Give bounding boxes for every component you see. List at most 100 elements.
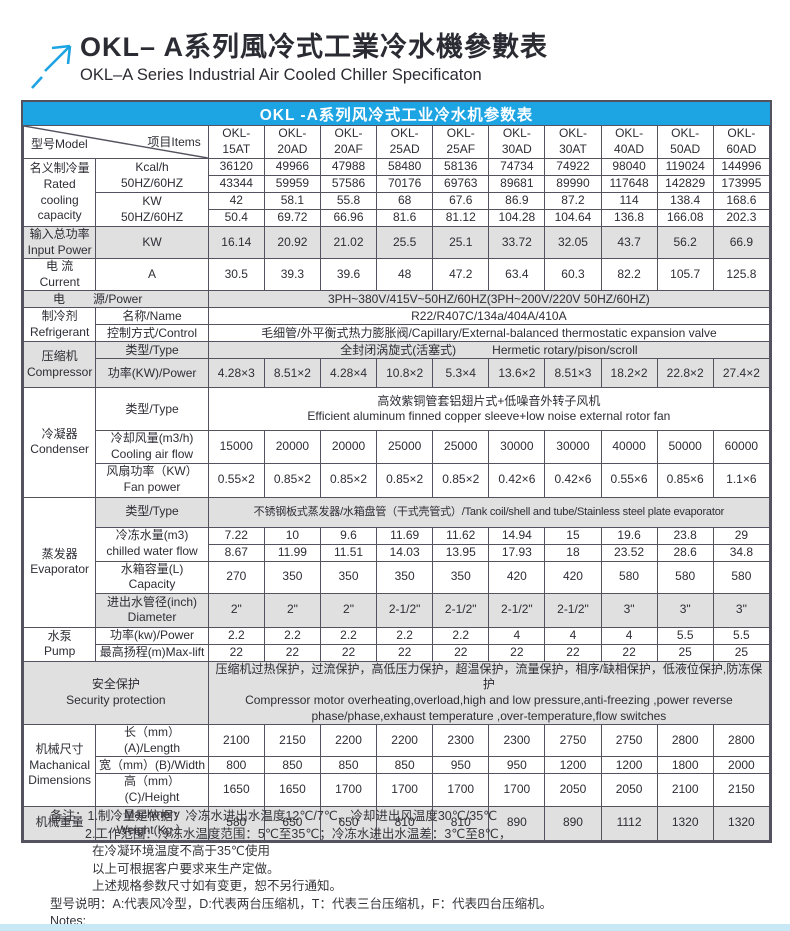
cell-line: Security protection xyxy=(66,692,166,707)
spec-value: 13.6×2 xyxy=(488,358,546,389)
split-label-cn: 电 xyxy=(52,291,65,306)
spec-value: 57586 xyxy=(319,175,378,193)
spec-value: 1200 xyxy=(600,756,658,775)
spec-value: 2800 xyxy=(712,724,771,758)
spec-value: 22 xyxy=(488,643,546,662)
spec-row: 水泵 Pump 功率(kw)/Power 2.2 2.2 2.2 2.2 2.2 4 4 4 5.5 5… xyxy=(22,626,771,662)
spec-value: 0.85×2 xyxy=(263,462,321,498)
spec-value: 0.85×2 xyxy=(319,462,378,498)
spec-value: 25000 xyxy=(376,430,434,464)
cell-line: 20AF xyxy=(334,142,363,156)
cell-line: 安全保护 xyxy=(91,677,140,692)
spec-value: 1112 xyxy=(600,805,658,841)
spec-value: 5.5 xyxy=(656,626,714,645)
item-label: 水箱容量(L) Capacity xyxy=(95,560,209,594)
item-label: Machinery Weight(Kg ） xyxy=(95,805,209,841)
spec-row: 高（mm）(C)/Height 1650 1650 1700 1700 1700 1700 2… xyxy=(24,773,771,807)
spec-row: 蒸发器 Evaporator 类型/Type 不锈钢板式蒸发器/水箱盘管（干式壳管式）… xyxy=(22,496,771,628)
spec-value: 1650 xyxy=(263,773,321,807)
spec-value: 66.9 xyxy=(712,225,771,260)
spec-value: 22 xyxy=(263,643,321,662)
cell-line: 15AT xyxy=(222,142,251,156)
cell-line: 风扇功率（KW） xyxy=(106,464,198,479)
spec-value: 5.3×4 xyxy=(432,358,490,389)
column-header-row: 型号Model 项目Items OKL- 15AT OKL- 20AD OKL- 20AF OK… xyxy=(23,125,771,159)
spec-row: 冷冻水量(m3) chilled water flow 7.22 10 9.6 11.69… xyxy=(24,526,771,562)
spec-value: 2.2 xyxy=(432,626,490,645)
cell-line: 40AD xyxy=(614,142,645,156)
cell-line: 高效紫铜管套铝翅片式+低噪音外转子风机 xyxy=(377,393,601,408)
cell-line: 电 流 xyxy=(45,259,74,274)
spec-value: 30000 xyxy=(544,430,602,464)
spec-value: 58480 xyxy=(376,158,434,176)
spec-row: 输入总功率 Input Power KW 16.14 20.92 21.02 25.5 25.… xyxy=(22,225,771,260)
cell-line: OKL- xyxy=(727,126,756,141)
spec-value: 25000 xyxy=(432,430,490,464)
spec-row: 压缩机 Compressor 类型/Type 全封闭涡旋式(活塞式) Hermetic… xyxy=(22,341,771,389)
spec-value: 3" xyxy=(600,592,658,628)
spec-value: 2-1/2" xyxy=(544,592,602,628)
spec-row: 冷却风量(m3/h) Cooling air flow 15000 20000 2000… xyxy=(24,430,771,464)
cell-line: OKL- xyxy=(502,126,531,141)
spec-value: 0.85×6 xyxy=(656,462,714,498)
spec-value: 0.42×6 xyxy=(488,462,546,498)
spec-value: 17.93 xyxy=(488,543,546,562)
spec-value: 1700 xyxy=(376,773,434,807)
model-header: OKL- 20AF xyxy=(319,125,378,159)
item-label: KW xyxy=(95,225,209,260)
spec-value: 104.64 xyxy=(544,209,602,227)
spec-table-wrapper: OKL -A系列风冷式工业冷水机参数表 型号Model 项目Items OKL- 15… xyxy=(21,100,772,843)
spec-value: 58.1 xyxy=(263,192,321,210)
cell-line: cooling xyxy=(40,192,79,207)
cell-line: Refrigerant xyxy=(29,324,90,339)
item-label: 冷冻水量(m3) chilled water flow xyxy=(95,526,209,562)
spec-value: 0.55×2 xyxy=(207,462,265,498)
spec-value: 810 xyxy=(376,805,434,841)
spec-value: 13.95 xyxy=(432,543,490,562)
category-label: 冷凝器 Condenser xyxy=(22,387,97,498)
cell-line: Input Power xyxy=(27,242,92,257)
spec-value: 22 xyxy=(207,643,265,662)
note-line: 在冷凝环境温度不高于35℃使用 xyxy=(92,844,270,858)
cell-line: Kcal/h xyxy=(135,159,169,174)
spec-value: 25.1 xyxy=(432,225,490,260)
spec-value: 105.7 xyxy=(656,258,714,292)
cell-line: 60AD xyxy=(726,142,757,156)
spec-value: 650 xyxy=(263,805,321,841)
spec-value: 173995 xyxy=(712,175,771,193)
spec-value: 70176 xyxy=(376,175,434,193)
title-block: OKL– A系列風冷式工業冷水機參數表 OKL–A Series Industr… xyxy=(80,32,548,85)
spec-value: 25 xyxy=(656,643,714,662)
spec-value: 950 xyxy=(488,756,546,775)
item-label: 功率(kw)/Power xyxy=(95,626,209,645)
spec-value: 22 xyxy=(319,643,378,662)
cell-line: OKL- xyxy=(558,126,587,141)
spec-value: 15000 xyxy=(207,430,265,464)
note-line: 2.工作范围：冷冻水温度范围：5℃至35℃；冷冻水进出水温差：3℃至8℃， xyxy=(85,826,512,841)
cell-line: 机械尺寸 xyxy=(35,741,84,756)
spec-value: 23.52 xyxy=(600,543,658,562)
spec-value: 0.85×2 xyxy=(376,462,434,498)
spec-value: 1320 xyxy=(712,805,771,841)
spec-value: 43344 xyxy=(207,175,265,193)
spec-value: 89990 xyxy=(544,175,602,193)
model-header: OKL- 40AD xyxy=(600,125,658,159)
spec-value: 117648 xyxy=(600,175,658,193)
spec-value: 74922 xyxy=(544,158,602,176)
spec-value: 74734 xyxy=(488,158,546,176)
corner-model-label: 型号Model xyxy=(31,137,88,151)
cell-line: Capacity xyxy=(128,577,176,592)
category-label: 安全保护 Security protection xyxy=(23,660,209,726)
spec-value: 60000 xyxy=(712,430,771,464)
spec-value: 89681 xyxy=(488,175,546,193)
spec-value: 2800 xyxy=(656,724,714,758)
spec-value: 19.6 xyxy=(600,526,658,545)
spec-value: 16.14 xyxy=(207,225,265,260)
category-label: 压缩机 Compressor xyxy=(22,341,97,389)
spec-value: 63.4 xyxy=(488,258,546,292)
cell-line: OKL- xyxy=(446,126,475,141)
spec-value: 890 xyxy=(488,805,546,841)
spec-text: 毛细管/外平衡式热力膨胀阀/Capillary/External-balance… xyxy=(207,324,771,343)
spec-row: 机械重量 Machinery Weight(Kg ） 580 650 650 810 810 8… xyxy=(22,805,771,841)
spec-value: 138.4 xyxy=(656,192,714,210)
